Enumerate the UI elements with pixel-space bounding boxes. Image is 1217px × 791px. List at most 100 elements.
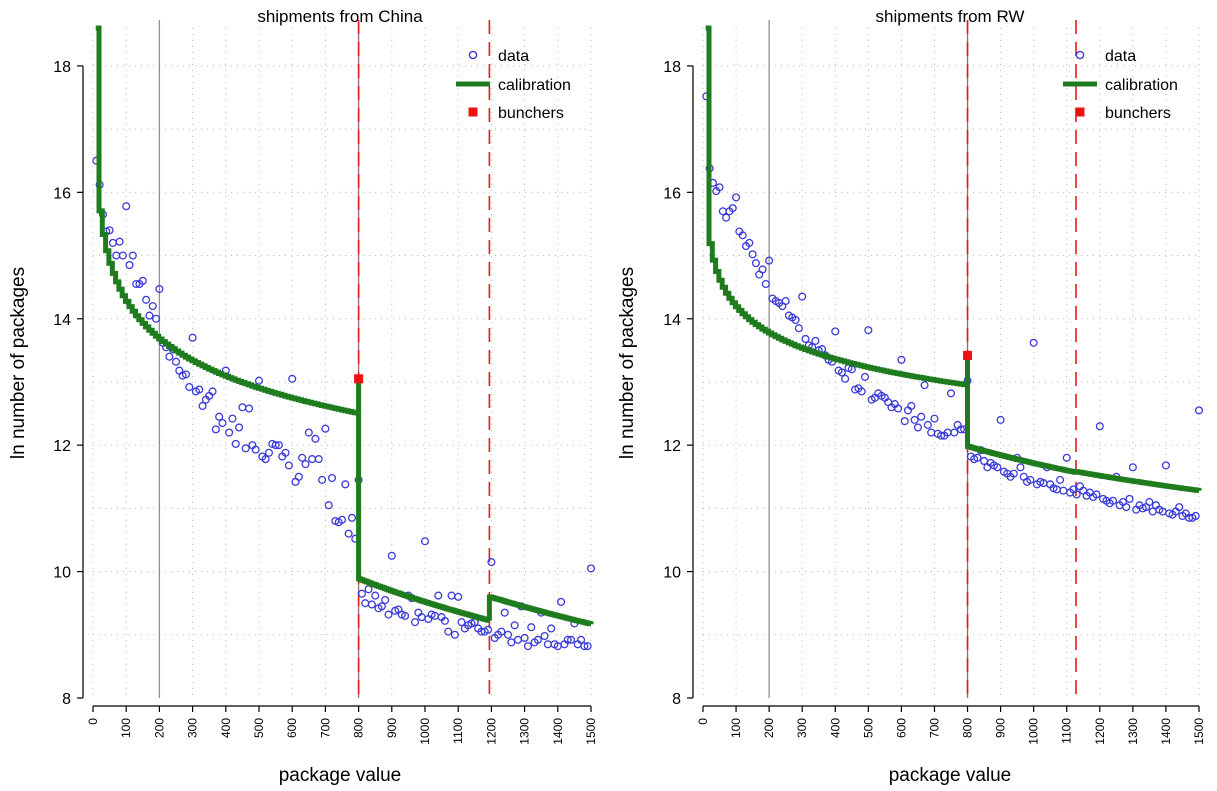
data-point — [165, 352, 174, 361]
data-point — [1191, 511, 1200, 521]
x-tick-label: 1300 — [1126, 718, 1140, 745]
data-point — [314, 455, 323, 464]
data-point — [337, 515, 347, 524]
data-point — [794, 324, 803, 333]
data-point — [181, 370, 191, 379]
data-point — [907, 401, 916, 411]
legend-bunchers-label: bunchers — [498, 105, 564, 122]
data-point — [1029, 338, 1038, 347]
data-point — [864, 326, 873, 335]
data-point — [523, 642, 532, 651]
data-point — [1161, 461, 1170, 470]
data-point — [261, 455, 270, 464]
data-point — [148, 302, 157, 311]
data-point — [1092, 490, 1101, 499]
data-point — [108, 238, 117, 247]
x-tick-label: 1100 — [1060, 718, 1074, 744]
data-point — [920, 381, 929, 390]
data-point — [1026, 475, 1035, 484]
data-point — [1059, 486, 1068, 495]
data-point — [831, 327, 840, 336]
data-point — [244, 404, 254, 413]
data-point — [917, 412, 926, 421]
calibration-line — [705, 25, 1202, 493]
legend-bunchers-marker — [468, 107, 478, 117]
x-tick-label: 600 — [285, 718, 299, 738]
data-point — [576, 635, 586, 644]
x-tick-label: 500 — [252, 718, 266, 738]
data-point — [1194, 406, 1204, 415]
data-point — [500, 608, 509, 617]
data-point — [401, 611, 410, 620]
data-point — [510, 621, 519, 630]
data-point — [371, 591, 380, 600]
data-point — [520, 633, 529, 643]
data-point — [996, 415, 1005, 424]
data-point — [294, 472, 303, 481]
data-point — [115, 237, 124, 246]
data-point — [454, 592, 463, 601]
grid — [702, 28, 1200, 698]
data-point — [765, 256, 774, 265]
data-point — [728, 204, 737, 213]
data-point — [533, 635, 542, 644]
data-point — [715, 183, 724, 192]
data-point — [228, 414, 237, 423]
data-point — [563, 635, 572, 644]
data-point — [927, 428, 936, 437]
data-point — [271, 441, 280, 450]
data-point — [547, 624, 556, 633]
x-tick-label: 1200 — [1093, 718, 1107, 745]
legend: data calibration bunchers — [456, 48, 571, 122]
data-point — [128, 251, 137, 260]
data-point — [993, 463, 1002, 472]
data-point — [185, 382, 194, 392]
x-tick-label: 1400 — [1159, 718, 1173, 745]
x-tick-label: 800 — [352, 718, 366, 738]
data-point — [583, 642, 592, 651]
data-point — [311, 434, 320, 443]
data-point — [241, 444, 250, 453]
data-point — [973, 453, 982, 462]
chart-panel-2: 8 10 12 14 16 18 0 100 200 300 400 500 600 700 800 900 1… — [617, 7, 1206, 786]
data-point — [142, 295, 151, 304]
data-point — [1128, 463, 1137, 472]
data-point — [503, 630, 513, 639]
data-point — [801, 334, 810, 344]
data-point — [440, 616, 449, 625]
x-tick-label: 600 — [894, 718, 908, 738]
data-point — [304, 428, 313, 437]
data-point — [745, 238, 754, 247]
data-point — [956, 425, 965, 434]
data-point — [527, 623, 536, 632]
data-point — [231, 439, 240, 448]
data-point — [923, 420, 932, 429]
legend-calibration-label: calibration — [498, 77, 571, 94]
data-point — [567, 635, 576, 644]
x-tick-label: 700 — [927, 718, 941, 738]
data-point — [1145, 498, 1154, 507]
data-point — [758, 265, 767, 274]
data-point — [781, 297, 790, 306]
data-point — [900, 417, 909, 426]
data-point — [235, 423, 244, 432]
x-tick-label: 400 — [219, 718, 233, 738]
data-point — [387, 551, 396, 560]
data-point — [301, 460, 310, 469]
legend-data-marker — [1075, 50, 1085, 60]
data-point — [507, 638, 516, 647]
y-tick-label: 14 — [663, 312, 681, 329]
data-point — [284, 461, 293, 470]
data-point — [894, 404, 903, 413]
x-tick-label: 1000 — [418, 718, 432, 745]
legend: data calibration bunchers — [1063, 48, 1178, 122]
data-point — [238, 403, 247, 412]
y-tick-label: 18 — [53, 59, 71, 76]
y-tick-label: 14 — [53, 312, 71, 329]
x-tick-label: 100 — [119, 718, 133, 738]
data-point — [1016, 463, 1025, 472]
data-point — [357, 589, 366, 598]
data-point — [264, 448, 274, 457]
buncher-marker — [963, 350, 973, 360]
